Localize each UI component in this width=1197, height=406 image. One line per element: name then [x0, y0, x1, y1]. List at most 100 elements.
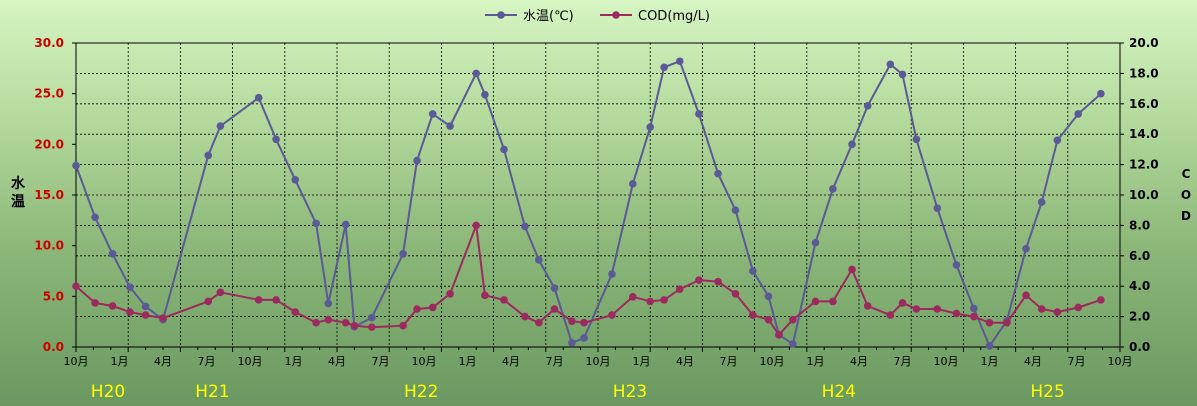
water-temp-point	[629, 180, 637, 188]
cod-point	[428, 303, 437, 312]
cod-point	[933, 305, 942, 313]
x-tick-label: 1月	[285, 355, 303, 368]
water-temp-point	[764, 292, 773, 301]
cod-point	[521, 312, 529, 321]
cod-point	[829, 297, 837, 306]
series-lines	[72, 57, 1105, 350]
x-tick-label: 7月	[198, 355, 216, 368]
cod-point	[272, 296, 280, 304]
right-tick-label: 10.0	[1129, 188, 1159, 202]
left-tick-label: 25.0	[34, 87, 64, 101]
axes: 0.0 5.0 10.0 15.0 20.0 25.0 30.0 0.0 2.0 4.0 6.0 8.…	[11, 36, 1191, 402]
legend-label: 水温(℃)	[523, 9, 574, 24]
water-temp-point	[952, 261, 961, 269]
x-tick-label: 7月	[546, 355, 564, 368]
cod-point	[764, 315, 773, 324]
cod-point	[629, 293, 637, 301]
cod-point	[91, 299, 99, 307]
left-axis-title-char: 水	[11, 175, 26, 192]
water-temp-point	[970, 304, 978, 313]
cod-point	[1074, 303, 1083, 312]
cod-point	[1022, 291, 1030, 300]
cod-point	[472, 221, 481, 230]
x-tick-label: 1月	[633, 355, 651, 368]
water-temp-point	[829, 185, 837, 193]
water-temp-point	[985, 342, 994, 350]
water-temp-point	[399, 249, 407, 258]
water-temp-point	[580, 334, 588, 342]
x-tick-label: 1月	[459, 355, 477, 368]
right-tick-label: 6.0	[1129, 249, 1150, 263]
x-tick-label: 4月	[676, 355, 694, 368]
cod-point	[1037, 305, 1046, 313]
right-axis-title-char: O	[1181, 188, 1191, 202]
left-tick-label: 5.0	[43, 289, 64, 303]
water-temp-point	[216, 122, 225, 130]
cod-point	[886, 311, 895, 319]
water-temp-point	[1053, 136, 1062, 145]
water-temp-point	[72, 161, 80, 170]
cod-point	[952, 309, 961, 318]
year-label: H22	[404, 382, 438, 402]
water-temp-point	[789, 340, 797, 348]
cod-point	[350, 321, 359, 330]
x-tick-label: 10月	[1108, 355, 1133, 368]
water-temp-point	[324, 299, 333, 308]
left-tick-label: 30.0	[34, 36, 64, 50]
left-tick-label: 10.0	[34, 239, 64, 253]
x-tick-label: 7月	[372, 355, 390, 368]
left-tick-label: 20.0	[34, 137, 64, 151]
right-tick-label: 8.0	[1129, 218, 1150, 232]
cod-point	[714, 277, 722, 286]
water-temp-point	[141, 302, 150, 311]
right-axis-title-char: C	[1182, 167, 1191, 181]
water-temp-point	[472, 69, 481, 78]
cod-point	[108, 302, 117, 310]
cod-point	[254, 296, 263, 304]
cod-point	[970, 312, 978, 321]
x-tick-label: 4月	[154, 355, 172, 368]
year-label: H21	[195, 382, 229, 402]
left-tick-label: 0.0	[43, 340, 64, 354]
year-label: H25	[1030, 382, 1064, 402]
water-temp-point	[675, 57, 684, 66]
cod-point	[811, 297, 820, 306]
right-tick-label: 14.0	[1129, 127, 1159, 141]
cod-point	[580, 318, 588, 327]
cod-point	[413, 305, 421, 313]
x-tick-label: 4月	[1024, 355, 1042, 368]
water-temp-point	[749, 267, 757, 275]
water-temp-point	[646, 123, 654, 131]
water-temp-point	[714, 169, 722, 178]
cod-point	[141, 311, 150, 319]
water-temp-point	[848, 140, 856, 149]
right-tick-label: 20.0	[1129, 36, 1159, 50]
right-tick-label: 4.0	[1129, 279, 1150, 293]
water-temp-point	[521, 222, 529, 231]
legend-marker	[497, 11, 505, 19]
water-temp-point	[912, 135, 921, 144]
water-temp-point	[254, 93, 263, 102]
water-temp-point	[811, 238, 820, 247]
water-temp-point	[413, 156, 421, 165]
water-temp-point	[428, 110, 437, 118]
water-temp-point	[312, 219, 320, 228]
water-temp-point	[933, 204, 942, 212]
cod-point	[789, 315, 797, 324]
cod-point	[608, 311, 616, 319]
water-temp-point	[291, 176, 300, 184]
water-temp-point	[1074, 110, 1083, 118]
x-tick-label: 1月	[111, 355, 129, 368]
cod-point	[324, 315, 333, 324]
water-temp-point	[341, 220, 350, 229]
cod-point	[159, 314, 167, 322]
cod-point	[399, 321, 407, 330]
x-tick-label: 10月	[760, 355, 785, 368]
cod-point	[550, 305, 559, 313]
water-temp-point	[368, 313, 376, 322]
x-tick-label: 7月	[1068, 355, 1086, 368]
cod-point	[1053, 308, 1062, 316]
water-temp-point	[898, 70, 907, 79]
